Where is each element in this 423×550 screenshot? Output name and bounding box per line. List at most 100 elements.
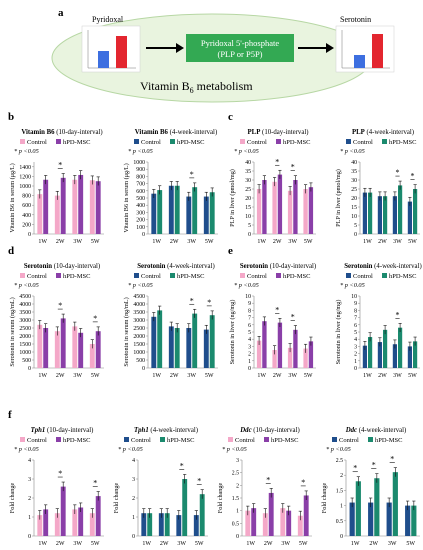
- bar-hpd: [174, 185, 180, 234]
- significance-star: *: [353, 464, 357, 473]
- bar-control: [54, 195, 60, 234]
- y-tick-label: 4000: [133, 302, 145, 308]
- serotonin-treated-bar: [372, 34, 383, 68]
- bar-hpd: [398, 327, 403, 368]
- y-tick-label: 9: [354, 301, 357, 307]
- x-tick-label: 3W: [73, 239, 82, 245]
- bar-control: [303, 348, 308, 368]
- y-tick-label: 3: [236, 458, 239, 464]
- bar-hpd: [164, 513, 170, 536]
- y-tick-label: 900: [136, 167, 145, 173]
- y-tick-label: 1500: [133, 342, 145, 348]
- chart-f2: Tph1 (4-week-interval) Control hPD-MSC * p …: [113, 427, 208, 547]
- y-tick-label: 4: [248, 337, 251, 343]
- bar-control: [386, 502, 392, 536]
- bar-control: [186, 328, 192, 368]
- y-axis-label: Fold change: [321, 483, 328, 514]
- bar-hpd: [78, 174, 84, 234]
- y-tick-label: 0: [248, 366, 251, 372]
- significance-star: *: [58, 161, 62, 170]
- legend-swatch-hpd: [276, 139, 281, 144]
- bar-hpd: [392, 472, 398, 536]
- legend-label-hpd: hPD-MSC: [63, 139, 90, 146]
- y-tick-label: 0: [236, 534, 239, 540]
- x-tick-label: 3W: [393, 239, 402, 245]
- bar-control: [368, 502, 374, 536]
- panel-a: a Pyridoxal Pyridoxal 5'-phosphate (PLP …: [51, 7, 395, 103]
- y-tick-label: 2: [354, 352, 357, 358]
- bar-hpd: [157, 310, 163, 368]
- chart-title: PLP (10-day-interval): [248, 129, 309, 136]
- y-tick-label: 1: [354, 359, 357, 365]
- chart-c2: PLP (4-week-interval) Control hPD-MSC * p <…: [335, 129, 420, 245]
- y-tick-label: 400: [22, 213, 31, 219]
- bar-control: [287, 190, 293, 234]
- legend-swatch-hpd: [276, 273, 281, 278]
- legend-label-hpd: hPD-MSC: [389, 139, 416, 146]
- y-tick-label: 1200: [19, 174, 31, 180]
- plp-box: [186, 34, 294, 62]
- y-tick-label: 200: [22, 222, 31, 228]
- legend-swatch-control: [346, 139, 351, 144]
- significance-note: * p <0.05: [128, 282, 153, 289]
- bar-control: [392, 196, 397, 234]
- legend-swatch-hpd: [368, 437, 373, 442]
- significance-star: *: [301, 478, 305, 487]
- panel-letter-e: e: [228, 245, 233, 257]
- bar-hpd: [383, 329, 388, 368]
- x-tick-label: 1W: [38, 373, 47, 379]
- pyridoxal-label: Pyridoxal: [92, 15, 124, 24]
- x-tick-label: 3W: [187, 373, 196, 379]
- legend-swatch-control: [346, 273, 351, 278]
- bar-control: [303, 189, 308, 234]
- y-tick-label: 1: [132, 515, 135, 521]
- metabolism-caption: Vitamin B6 metabolism: [140, 79, 253, 95]
- y-tick-label: 3000: [133, 318, 145, 324]
- chart-title: Serotonin (4-week-interval): [344, 263, 421, 270]
- significance-star: *: [197, 477, 201, 486]
- x-tick-label: 3W: [73, 373, 82, 379]
- bar-control: [405, 505, 411, 536]
- x-tick-label: 5W: [299, 541, 308, 547]
- bar-control: [287, 347, 293, 368]
- bar-hpd: [209, 192, 215, 234]
- bar-hpd: [293, 329, 298, 368]
- y-tick-label: 2.5: [336, 458, 343, 464]
- x-tick-label: 2W: [273, 239, 282, 245]
- legend-label-hpd: hPD-MSC: [63, 437, 90, 444]
- significance-star: *: [93, 479, 97, 488]
- x-tick-label: 2W: [378, 239, 387, 245]
- x-tick-label: 3W: [73, 541, 82, 547]
- y-tick-label: 5: [354, 223, 357, 229]
- y-tick-label: 800: [136, 174, 145, 180]
- legend-swatch-control: [20, 139, 25, 144]
- y-tick-label: 4: [132, 458, 135, 464]
- y-tick-label: 25: [351, 187, 357, 193]
- y-tick-label: 30: [245, 178, 251, 184]
- y-tick-label: 500: [136, 196, 145, 202]
- significance-star: *: [275, 305, 279, 314]
- y-tick-label: 6: [354, 323, 357, 329]
- y-tick-label: 0.5: [336, 519, 343, 525]
- legend-label-hpd: hPD-MSC: [389, 273, 416, 280]
- chart-title-tail: (10-day-interval): [260, 129, 308, 136]
- bar-hpd: [95, 181, 101, 234]
- bar-control: [72, 509, 78, 536]
- arrow-1: [146, 43, 184, 53]
- significance-star: *: [291, 313, 295, 322]
- chart-c1: c PLP (10-day-interval) Control hPD-MSC * p …: [228, 111, 316, 245]
- bar-hpd: [78, 332, 84, 368]
- chart-title-tail: (4-week-interval): [165, 263, 214, 270]
- x-tick-label: 1W: [246, 541, 255, 547]
- x-tick-label: 5W: [205, 373, 214, 379]
- bar-control: [37, 194, 43, 234]
- legend-label-control: Control: [353, 273, 373, 280]
- bar-hpd: [174, 328, 180, 368]
- y-tick-label: 0: [354, 232, 357, 238]
- chart-title-main: Ddc: [345, 427, 357, 434]
- legend-swatch-control: [134, 139, 139, 144]
- x-tick-label: 1W: [142, 541, 151, 547]
- y-tick-label: 3: [132, 477, 135, 483]
